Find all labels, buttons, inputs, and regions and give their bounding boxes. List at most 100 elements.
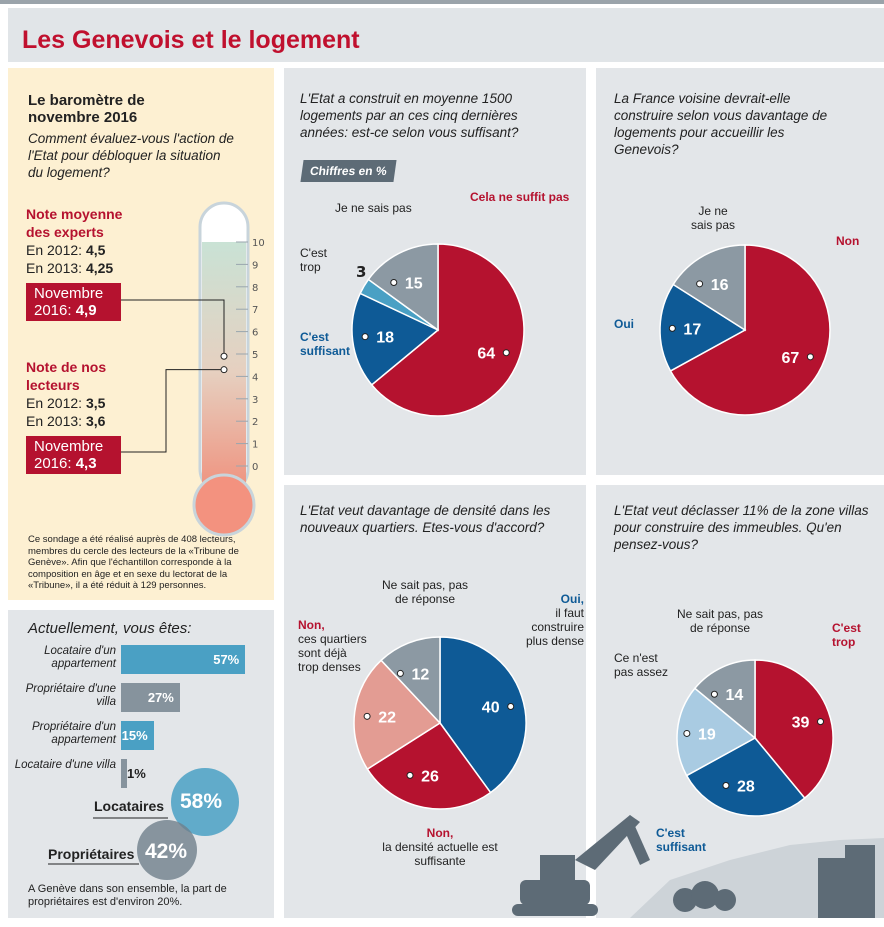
top-rule — [0, 0, 884, 4]
scale-label: 2 — [252, 417, 258, 428]
scale-label: 9 — [252, 260, 258, 271]
excavator-city-illustration — [512, 815, 884, 918]
pie1-label-3: Je ne sais pas — [335, 201, 412, 215]
lecteurs-2012: 3,5 — [85, 395, 106, 411]
bar-value: 1% — [127, 766, 146, 781]
pie2-label-1: Oui — [614, 317, 634, 331]
pie3-slice — [380, 636, 441, 725]
bar — [121, 721, 154, 750]
ownership-question: Actuellement, vous êtes: — [28, 620, 192, 637]
barometer-heading: Le baromètre de novembre 2016 — [28, 92, 145, 126]
lecteurs-2013: 3,6 — [85, 413, 106, 429]
scale-label: 8 — [252, 283, 258, 294]
bar-label: Propriétaire d'une villa — [25, 683, 116, 708]
label-dot — [363, 712, 371, 720]
pie3-label-0b: il faut construire plus dense — [525, 606, 584, 648]
experts-2013-label: En 2013: — [26, 260, 83, 276]
thermo-marker — [220, 352, 228, 360]
pie2-value: 17 — [683, 321, 701, 338]
ownership-footnote: A Genève dans son ensemble, la part de p… — [28, 883, 227, 908]
label-dot — [390, 278, 398, 286]
bar-value: 57% — [213, 652, 240, 667]
pie4-value: 19 — [698, 726, 716, 743]
experts-2013: 4,25 — [85, 260, 114, 276]
pie3-value: 40 — [482, 700, 500, 717]
pie4-label-1: C'est suffisant — [656, 826, 707, 854]
experts-2012: 4,5 — [85, 242, 106, 258]
label-dot — [396, 669, 404, 677]
experts-block: Note moyenne des experts En 2012: 4,5 En… — [26, 205, 146, 277]
scale-label: 10 — [252, 238, 265, 249]
lecteurs-nov-box: Novembre 2016: 4,3 — [26, 436, 121, 474]
pie2-label-0: Non — [836, 234, 860, 248]
pie3-label-1a: Non, — [426, 826, 454, 840]
pie1-slice — [370, 243, 525, 417]
pie1-slice — [367, 243, 439, 332]
pie4-value: 14 — [726, 687, 744, 704]
pie4-slice — [676, 687, 757, 777]
page-title: Les Genevois et le logement — [22, 26, 360, 54]
experts-nov: 4,9 — [75, 302, 97, 319]
pie4-slice — [754, 659, 834, 800]
pie3-label-2b: ces quartiers sont déjà trop denses — [298, 632, 367, 674]
label-dot — [817, 718, 825, 726]
pie1-value: 15 — [405, 275, 423, 292]
bar — [121, 645, 246, 674]
experts-nov-box: Novembre 2016: 4,9 — [26, 283, 121, 321]
label-dot — [507, 703, 515, 711]
locataires-label: Locataires — [94, 798, 165, 814]
label-dot — [361, 333, 369, 341]
pie1-value: 18 — [376, 330, 394, 347]
pie2-slice — [659, 283, 747, 372]
experts-2012-label: En 2012: — [26, 242, 83, 258]
pie1-label-2: C'est trop — [300, 246, 327, 274]
pie3-value: 26 — [421, 768, 439, 785]
bar-value: 27% — [147, 690, 174, 705]
label-dot — [710, 690, 718, 698]
pie2-slice — [672, 244, 746, 332]
pie2-slice — [669, 244, 831, 416]
pie3-value: 12 — [411, 666, 429, 683]
scale-label: 7 — [252, 305, 258, 316]
pie3-title: L'Etat veut davantage de densité dans le… — [300, 503, 551, 535]
bar-label: Locataire d'une villa — [14, 759, 116, 771]
label-dot — [668, 324, 676, 332]
lecteurs-nov-label: Novembre 2016: — [34, 438, 104, 472]
scale-label: 4 — [252, 372, 258, 383]
pie4-label-3: Ne sait pas, pas de réponse — [676, 607, 764, 635]
bar-label: Locataire d'un appartement — [44, 645, 116, 670]
experts-label: Note moyenne des experts — [26, 206, 123, 240]
thermo-leader — [121, 299, 225, 357]
pie1-value-2-outside: 3 — [356, 263, 367, 281]
pie1-label-0: Cela ne suffit pas — [470, 190, 570, 204]
scale-label: 0 — [252, 462, 258, 473]
pie2-value: 16 — [711, 277, 729, 294]
bar-value: 15% — [121, 728, 148, 743]
bar — [121, 683, 180, 712]
label-dot — [696, 280, 704, 288]
bar-label: Propriétaire d'un appartement — [31, 721, 116, 746]
pie4-slice — [693, 659, 756, 740]
lecteurs-2013-label: En 2013: — [26, 413, 83, 429]
pie4-slice — [685, 737, 806, 817]
pie1-slice — [351, 292, 440, 386]
pie4-label-2: Ce n'est pas assez — [614, 651, 669, 679]
lecteurs-label: Note de nos lecteurs — [26, 359, 107, 393]
scale-label: 5 — [252, 350, 258, 361]
lecteurs-2012-label: En 2012: — [26, 395, 83, 411]
label-dot — [722, 782, 730, 790]
pie3-slice — [366, 721, 492, 810]
barometer-question: Comment évaluez-vous l'action de l'Etat … — [28, 131, 234, 180]
proprietaires-label: Propriétaires — [48, 846, 135, 862]
pie1-label-1: C'est suffisant — [300, 330, 351, 358]
pie2-label-2: Je ne sais pas — [690, 204, 736, 232]
label-dot — [502, 349, 510, 357]
survey-note: Ce sondage a été réalisé auprès de 408 l… — [28, 534, 239, 591]
experts-nov-label: Novembre 2016: — [34, 285, 104, 319]
label-dot — [406, 771, 414, 779]
proprietaires-circle — [137, 820, 197, 880]
scale-label: 6 — [252, 328, 258, 339]
ownership-circles — [48, 768, 239, 880]
label-dot — [806, 353, 814, 361]
